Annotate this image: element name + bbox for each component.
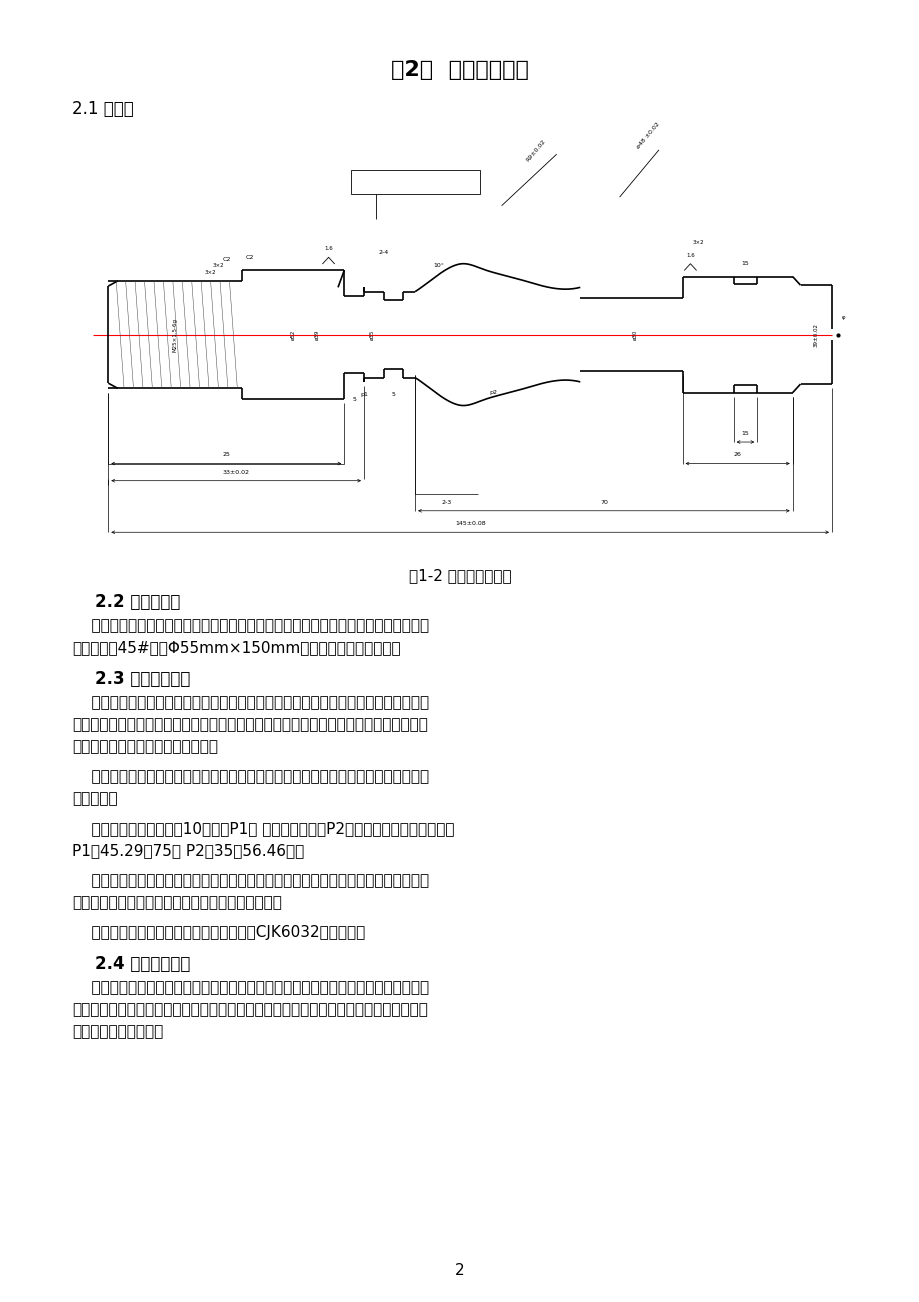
Text: 10°: 10° [433, 263, 444, 268]
Text: 15: 15 [741, 431, 749, 436]
Text: 图1-2 变速器轴零件图: 图1-2 变速器轴零件图 [408, 568, 511, 583]
Text: 2.3 确定加工方法: 2.3 确定加工方法 [95, 671, 190, 687]
Text: ø48 ±0.02: ø48 ±0.02 [635, 121, 660, 150]
Text: 第2章  工艺方案分析: 第2章 工艺方案分析 [391, 60, 528, 79]
Text: P1（45.29，75） P2（35，56.46）。: P1（45.29，75） P2（35，56.46）。 [72, 842, 304, 858]
Text: A: A [458, 180, 461, 185]
Text: 零件上比较精密表面的加工，常常是通过粗加工、半精加工和精加工逐步达到的。对: 零件上比较精密表面的加工，常常是通过粗加工、半精加工和精加工逐步达到的。对 [72, 980, 428, 995]
Text: R9±0.02: R9±0.02 [525, 138, 546, 163]
Text: 2.2 零件图分析: 2.2 零件图分析 [95, 592, 180, 611]
Text: 该零件表面由圆柱、顺圆弧、逆圆弧、圆锥、槽、螺纹等表面组成。尺寸标注完整，: 该零件表面由圆柱、顺圆弧、逆圆弧、圆锥、槽、螺纹等表面组成。尺寸标注完整， [72, 618, 428, 633]
Text: 这些表面仅仅根据质量要求选择相应的最终加工方法是不够的，还应正确地确定从毛坯到: 这些表面仅仅根据质量要求选择相应的最终加工方法是不够的，还应正确地确定从毛坯到 [72, 1003, 427, 1017]
Text: 根据加工零件的外形和材料等条件，选用CJK6032数控机床。: 根据加工零件的外形和材料等条件，选用CJK6032数控机床。 [72, 924, 365, 940]
Text: 2.4 确定加工方案: 2.4 确定加工方案 [95, 954, 190, 973]
Text: 70: 70 [599, 500, 607, 505]
Text: 通过以上数据分析，考虑加工的效率和加工的经济性，最理想的加工方式为车削，考: 通过以上数据分析，考虑加工的效率和加工的经济性，最理想的加工方式为车削，考 [72, 874, 428, 888]
Text: 在轮廓线上，有个锥度10度坐标P1、 和一处圆弧切点P2，在编程时要求出其坐标，: 在轮廓线上，有个锥度10度坐标P1、 和一处圆弧切点P2，在编程时要求出其坐标， [72, 822, 454, 836]
Text: p2: p2 [489, 391, 497, 395]
Text: ø39: ø39 [314, 329, 319, 340]
Text: C2: C2 [221, 256, 231, 262]
Text: 基本尺寸。: 基本尺寸。 [72, 792, 118, 806]
Text: 5: 5 [352, 397, 356, 401]
Text: 1.6: 1.6 [686, 253, 694, 258]
Text: 2.1 零件图: 2.1 零件图 [72, 100, 133, 118]
Text: 虑该零件为大批量加工，故加工设备采用数控车床。: 虑该零件为大批量加工，故加工设备采用数控车床。 [72, 894, 281, 910]
Text: 3×2: 3×2 [212, 263, 224, 268]
Text: 2-4: 2-4 [378, 250, 389, 255]
Text: 加工方法的选择原则是保证加工表面的加工精度和表面粗糙度的要求。由于获得同一: 加工方法的选择原则是保证加工表面的加工精度和表面粗糙度的要求。由于获得同一 [72, 695, 428, 710]
Text: 3×2: 3×2 [205, 270, 216, 275]
Text: 5: 5 [391, 392, 395, 397]
FancyBboxPatch shape [350, 171, 479, 194]
Text: ø0.025: ø0.025 [395, 180, 414, 185]
Text: 2: 2 [455, 1263, 464, 1279]
Text: φ: φ [841, 315, 845, 320]
Text: ø30: ø30 [632, 329, 637, 340]
Text: 15: 15 [741, 262, 749, 266]
Text: ø52: ø52 [290, 329, 295, 340]
Text: 26: 26 [732, 452, 741, 457]
Text: 寸大小和形位公差要求等全面考虑。: 寸大小和形位公差要求等全面考虑。 [72, 740, 218, 754]
Text: ⊙: ⊙ [356, 180, 360, 185]
Text: 级精度及表面粗糙度的加工方法一般有许多，因而在实际选择时，要结合零件的形状、尺: 级精度及表面粗糙度的加工方法一般有许多，因而在实际选择时，要结合零件的形状、尺 [72, 717, 427, 732]
Text: 选用毛坯为45#钢，Φ55mm×150mm，无热处理和硬度要求。: 选用毛坯为45#钢，Φ55mm×150mm，无热处理和硬度要求。 [72, 641, 400, 655]
Text: ø35: ø35 [369, 329, 374, 340]
Text: 3×2: 3×2 [692, 240, 703, 245]
Text: 1.6: 1.6 [323, 246, 333, 251]
Text: 39±0.02: 39±0.02 [813, 323, 818, 346]
Text: 2-3: 2-3 [441, 500, 451, 505]
Text: 145±0.08: 145±0.08 [454, 521, 485, 526]
Text: 最终成形的加工方案。: 最终成形的加工方案。 [72, 1023, 163, 1039]
Text: 33±0.02: 33±0.02 [222, 470, 249, 475]
Text: C2: C2 [245, 255, 254, 260]
Text: p1: p1 [359, 392, 368, 397]
Text: 图上几个精度要求较高的尺寸，因其公差值较小，所以编程时没有取平均值，而取其: 图上几个精度要求较高的尺寸，因其公差值较小，所以编程时没有取平均值，而取其 [72, 769, 428, 784]
Text: 25: 25 [222, 452, 230, 457]
Text: M25×1.5-6g: M25×1.5-6g [173, 318, 177, 352]
